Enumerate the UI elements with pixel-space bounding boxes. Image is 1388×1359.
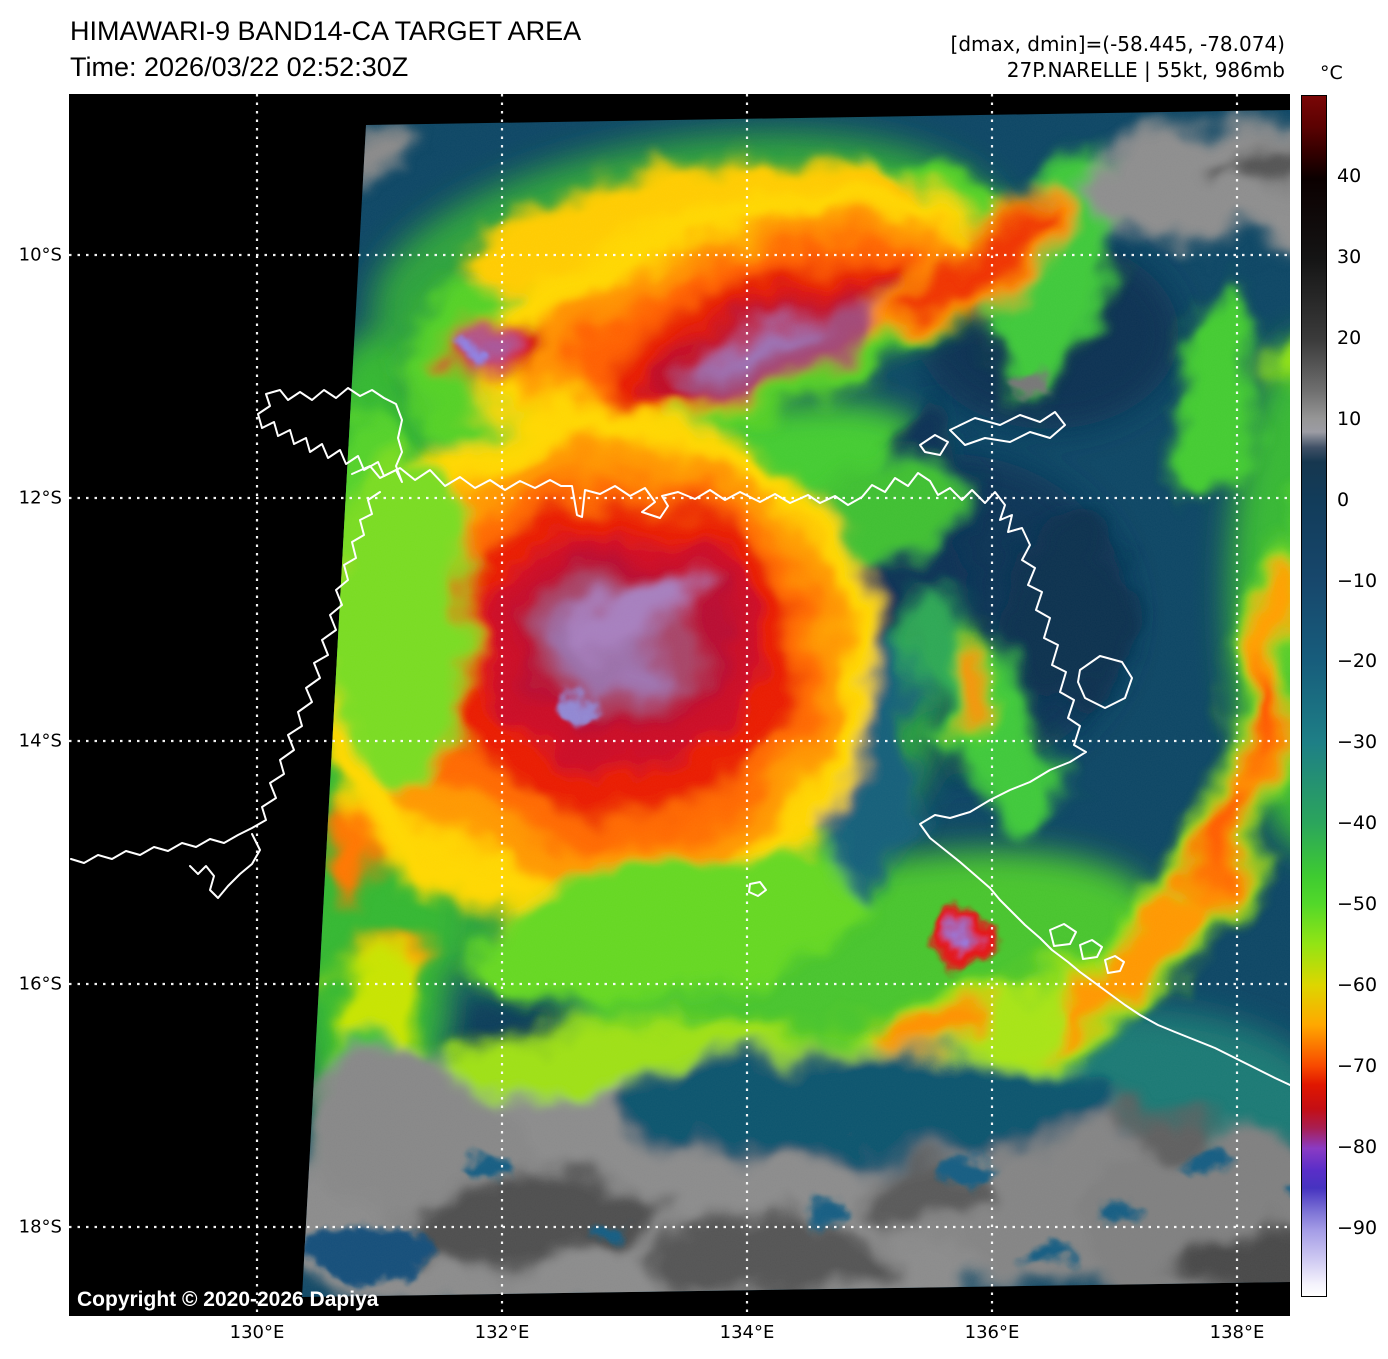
lon-tick-label: 134°E xyxy=(719,1322,775,1343)
lat-tick-label: 16°S xyxy=(18,973,62,995)
colorbar-tick: −50 xyxy=(1337,893,1378,915)
lon-tick-label: 130°E xyxy=(229,1322,285,1343)
colorbar-unit-label: °C xyxy=(1320,62,1343,84)
colorbar-tick: −20 xyxy=(1337,650,1378,672)
colorbar-tick: −40 xyxy=(1337,812,1378,834)
colorbar-tick: −90 xyxy=(1337,1217,1378,1239)
lat-tick-label: 14°S xyxy=(18,730,62,752)
copyright-watermark: Copyright © 2020-2026 Dapiya xyxy=(77,1288,379,1311)
lon-tick-label: 138°E xyxy=(1209,1322,1265,1343)
timestamp: Time: 2026/03/22 02:52:30Z xyxy=(70,52,409,82)
lon-tick-label: 132°E xyxy=(474,1322,530,1343)
colorbar-tick: −70 xyxy=(1337,1055,1378,1077)
colorbar-tick: −30 xyxy=(1337,731,1378,753)
colorbar-tick: −10 xyxy=(1337,570,1378,592)
colorbar-tick: −60 xyxy=(1337,974,1378,996)
colorbar-tick: 0 xyxy=(1337,489,1350,511)
storm-annotation: 27P.NARELLE | 55kt, 986mb xyxy=(1006,58,1285,82)
page-title: HIMAWARI-9 BAND14-CA TARGET AREA xyxy=(70,16,582,46)
lat-tick-label: 10°S xyxy=(18,244,62,266)
colorbar-tick: 20 xyxy=(1337,327,1362,349)
lat-tick-label: 18°S xyxy=(18,1216,62,1238)
colorbar-tick: −80 xyxy=(1337,1136,1378,1158)
satellite-map: Copyright © 2020-2026 Dapiya xyxy=(69,94,1291,1316)
coastline xyxy=(70,387,1291,1086)
dmax-dmin-annotation: [dmax, dmin]=(-58.445, -78.074) xyxy=(950,32,1285,56)
satellite-image: Copyright © 2020-2026 Dapiya xyxy=(69,94,1291,1316)
temperature-colorbar xyxy=(1301,95,1327,1297)
lon-tick-label: 136°E xyxy=(964,1322,1020,1343)
colorbar-tick: 10 xyxy=(1337,408,1362,430)
colorbar-tick: 30 xyxy=(1337,246,1362,268)
swath-imagery xyxy=(302,110,1290,1297)
lat-tick-label: 12°S xyxy=(18,487,62,509)
colorbar-tick: 40 xyxy=(1337,165,1362,187)
